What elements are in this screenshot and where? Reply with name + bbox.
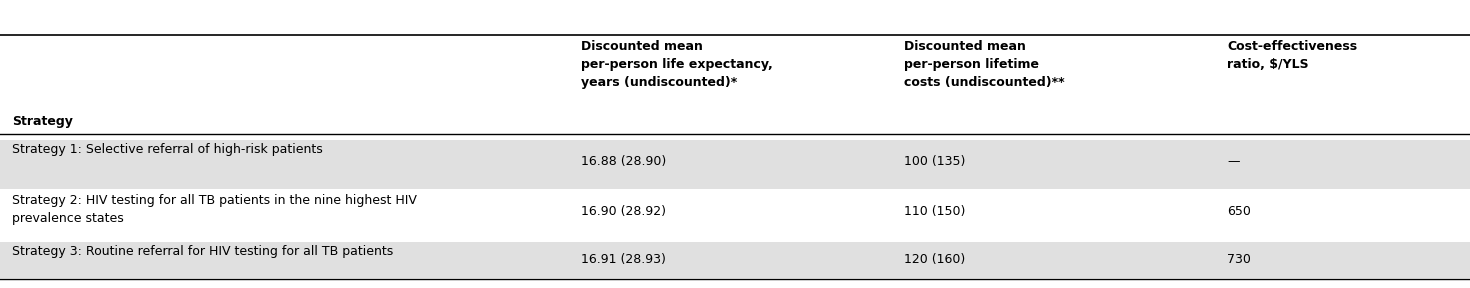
Text: 16.88 (28.90): 16.88 (28.90)	[581, 155, 666, 168]
Text: 100 (135): 100 (135)	[904, 155, 966, 168]
Text: 110 (150): 110 (150)	[904, 205, 966, 218]
Text: Strategy: Strategy	[12, 115, 72, 128]
Text: 120 (160): 120 (160)	[904, 253, 966, 266]
Text: 16.91 (28.93): 16.91 (28.93)	[581, 253, 666, 266]
Text: Strategy 1: Selective referral of high-risk patients: Strategy 1: Selective referral of high-r…	[12, 143, 322, 156]
Text: 730: 730	[1227, 253, 1251, 266]
Text: Strategy 2: HIV testing for all TB patients in the nine highest HIV
prevalence s: Strategy 2: HIV testing for all TB patie…	[12, 194, 416, 225]
Text: —: —	[1227, 155, 1241, 168]
Text: Discounted mean
per-person life expectancy,
years (undiscounted)*: Discounted mean per-person life expectan…	[581, 40, 772, 89]
Text: Cost-effectiveness
ratio, $/YLS: Cost-effectiveness ratio, $/YLS	[1227, 40, 1358, 71]
Text: Discounted mean
per-person lifetime
costs (undiscounted)**: Discounted mean per-person lifetime cost…	[904, 40, 1064, 89]
Text: Strategy 3: Routine referral for HIV testing for all TB patients: Strategy 3: Routine referral for HIV tes…	[12, 245, 392, 258]
Bar	[0, 140, 1470, 189]
Text: 16.90 (28.92): 16.90 (28.92)	[581, 205, 666, 218]
Text: 650: 650	[1227, 205, 1251, 218]
Bar	[0, 242, 1470, 278]
